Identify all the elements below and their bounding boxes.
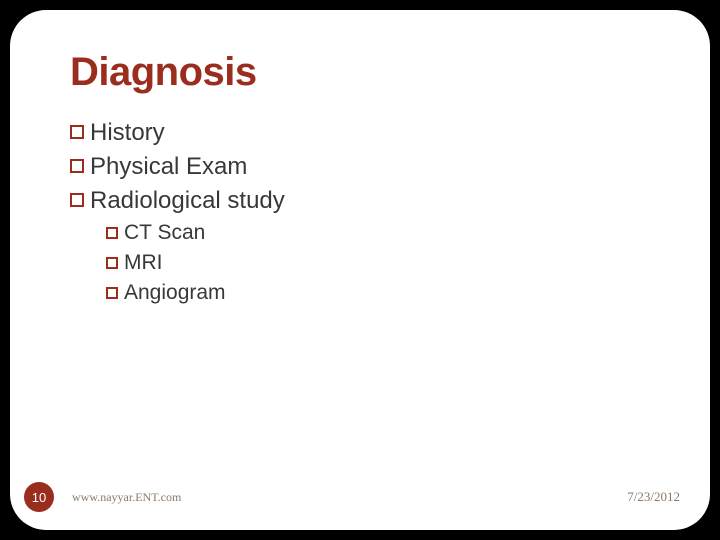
square-bullet-icon — [70, 125, 84, 139]
list-item: MRI — [106, 251, 650, 275]
square-bullet-icon — [106, 257, 118, 269]
list-item: CT Scan — [106, 221, 650, 245]
item-label: CT Scan — [124, 221, 205, 245]
item-label: History — [90, 119, 165, 147]
square-bullet-icon — [106, 227, 118, 239]
slide-number-badge: 10 — [24, 482, 54, 512]
item-label: Radiological study — [90, 187, 285, 215]
item-label: Angiogram — [124, 281, 226, 305]
bullet-list-level2: CT Scan MRI Angiogram — [106, 221, 650, 305]
list-item: Radiological study — [70, 187, 650, 215]
list-item: Angiogram — [106, 281, 650, 305]
slide-container: Diagnosis History Physical Exam Radiolog… — [10, 10, 710, 530]
bullet-list-level1: History Physical Exam Radiological study — [70, 119, 650, 215]
square-bullet-icon — [106, 287, 118, 299]
item-label: MRI — [124, 251, 163, 275]
square-bullet-icon — [70, 193, 84, 207]
footer-date: 7/23/2012 — [627, 489, 680, 505]
slide-title: Diagnosis — [70, 50, 650, 95]
footer-url: www.nayyar.ENT.com — [72, 490, 181, 505]
item-label: Physical Exam — [90, 153, 247, 181]
square-bullet-icon — [70, 159, 84, 173]
list-item: History — [70, 119, 650, 147]
slide-footer: 10 www.nayyar.ENT.com 7/23/2012 — [10, 482, 710, 512]
list-item: Physical Exam — [70, 153, 650, 181]
